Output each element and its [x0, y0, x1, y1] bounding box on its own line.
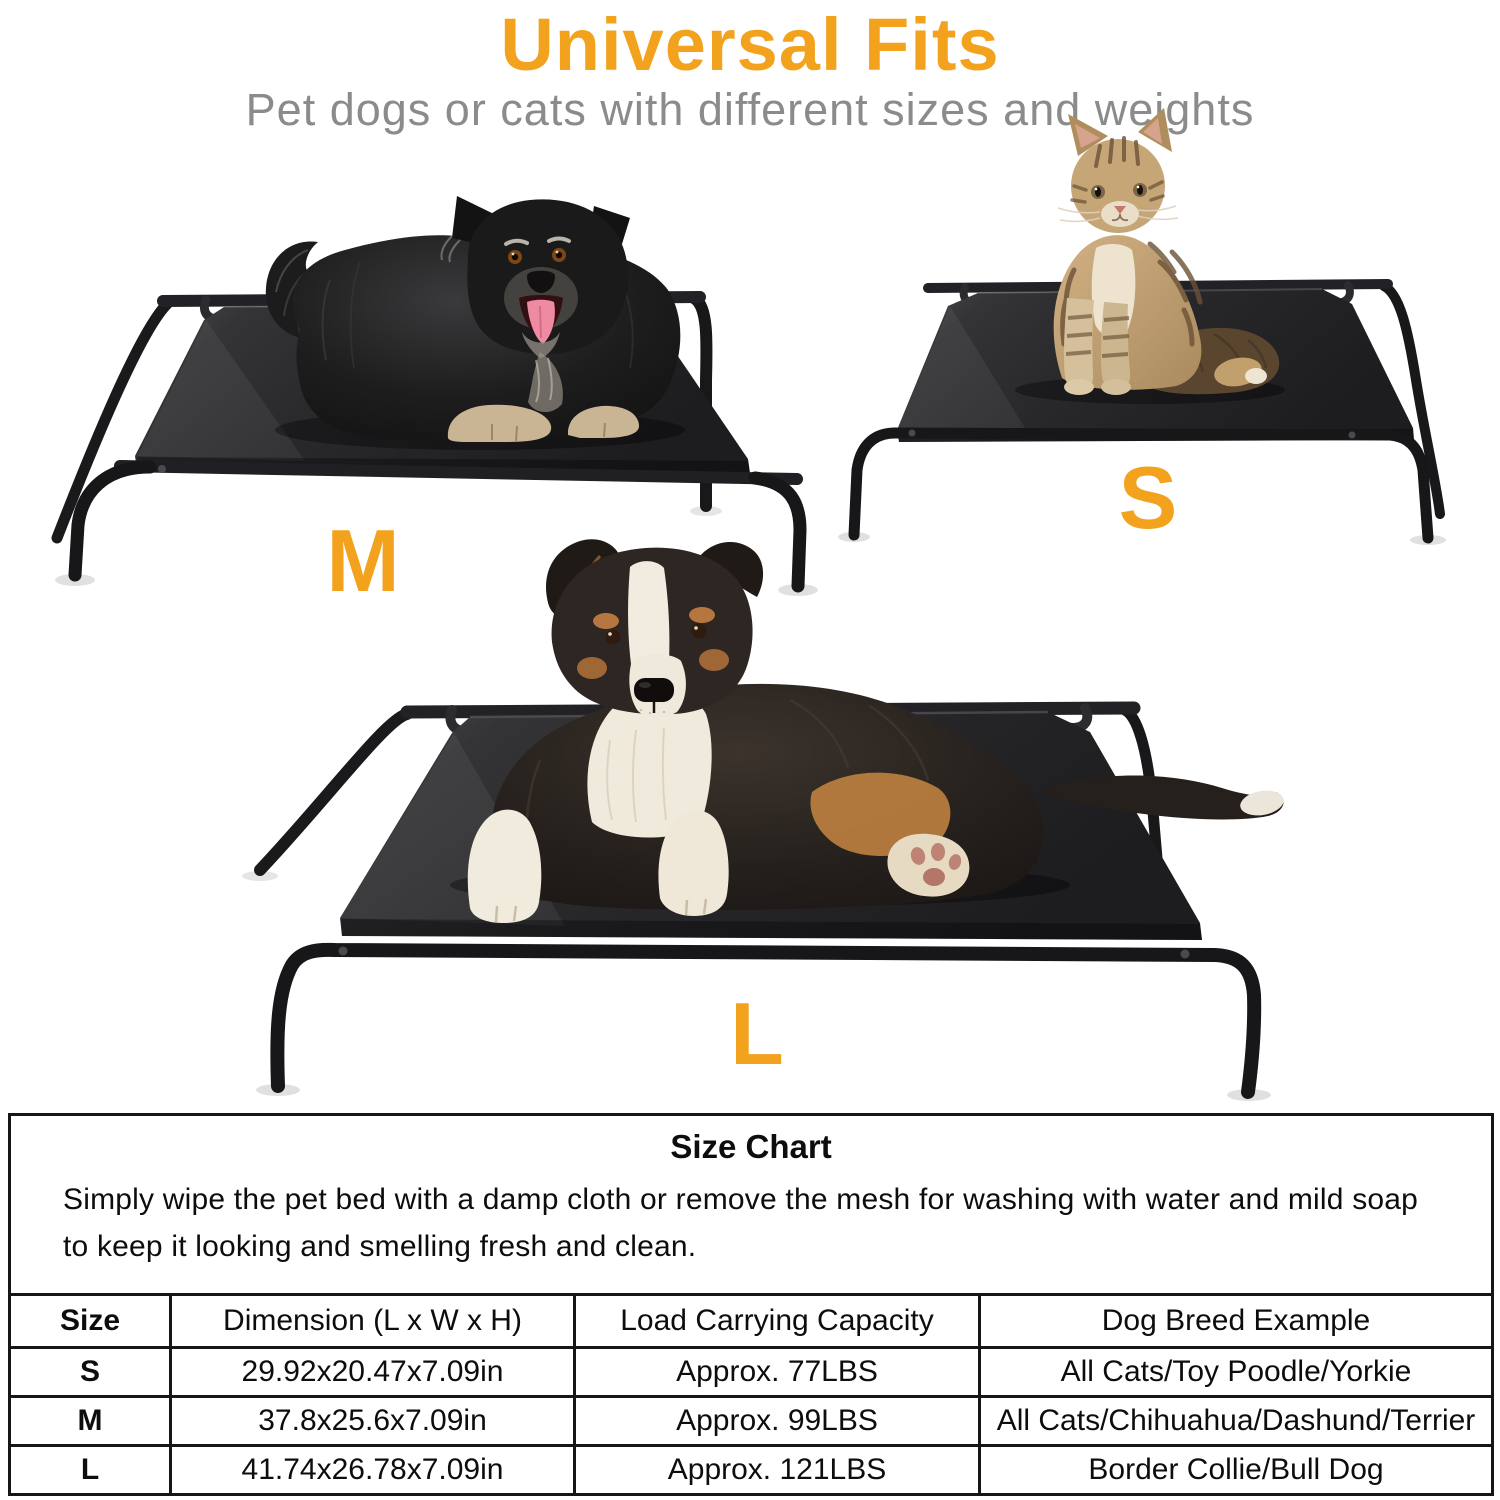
cell-dimension: 37.8x25.6x7.09in [169, 1395, 576, 1447]
size-dimension-table: Size Dimension (L x W x H) Load Carrying… [8, 1293, 1494, 1496]
column-header-breed: Dog Breed Example [978, 1293, 1494, 1349]
size-chart-title: Size Chart [670, 1128, 832, 1165]
size-chart-description: Simply wipe the pet bed with a damp clot… [11, 1166, 1491, 1270]
cell-capacity: Approx. 121LBS [573, 1444, 981, 1496]
tabby-kitten-photo [1015, 108, 1285, 404]
cell-size: S [8, 1346, 172, 1398]
black-dog-photo [265, 196, 685, 450]
table-row: M 37.8x25.6x7.09in Approx. 99LBS All Cat… [8, 1395, 1494, 1447]
table-row: L 41.74x26.78x7.09in Approx. 121LBS Bord… [8, 1444, 1494, 1496]
cell-size: L [8, 1444, 172, 1496]
table-header-row: Size Dimension (L x W x H) Load Carrying… [8, 1293, 1494, 1349]
size-label-l: L [730, 984, 784, 1083]
size-label-s: S [1119, 448, 1178, 547]
size-chart-description-line2: to keep it looking and smelling fresh an… [63, 1230, 697, 1263]
cell-breed: All Cats/Chihuahua/Dashund/Terrier [978, 1395, 1494, 1447]
cell-breed: All Cats/Toy Poodle/Yorkie [978, 1346, 1494, 1398]
size-label-m: M [326, 511, 399, 610]
column-header-capacity: Load Carrying Capacity [573, 1293, 981, 1349]
cell-dimension: 41.74x26.78x7.09in [169, 1444, 576, 1496]
column-header-size: Size [8, 1293, 172, 1349]
size-chart-description-line1: Simply wipe the pet bed with a damp clot… [63, 1183, 1419, 1216]
cell-dimension: 29.92x20.47x7.09in [169, 1346, 576, 1398]
cell-breed: Border Collie/Bull Dog [978, 1444, 1494, 1496]
column-header-dimension: Dimension (L x W x H) [169, 1293, 576, 1349]
cell-capacity: Approx. 99LBS [573, 1395, 981, 1447]
tricolor-puppy-photo [450, 539, 1284, 923]
page-title: Universal Fits [500, 3, 1000, 86]
cell-size: M [8, 1395, 172, 1447]
size-chart-panel: Size Chart Simply wipe the pet bed with … [8, 1113, 1494, 1496]
table-row: S 29.92x20.47x7.09in Approx. 77LBS All C… [8, 1346, 1494, 1398]
cell-capacity: Approx. 77LBS [573, 1346, 981, 1398]
product-photo-scene: M S L [51, 108, 1446, 1101]
